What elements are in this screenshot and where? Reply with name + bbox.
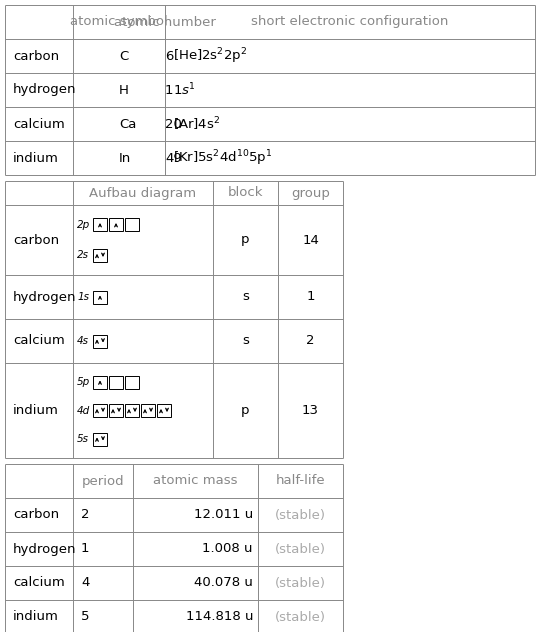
Text: 4s: 4s — [77, 336, 89, 346]
Text: p: p — [241, 404, 250, 417]
Text: 2p: 2p — [77, 219, 91, 229]
Text: $[\rm Ar]4s^{2}$: $[\rm Ar]4s^{2}$ — [173, 115, 220, 133]
Text: 49: 49 — [165, 152, 182, 164]
Bar — [93, 334, 107, 348]
Text: p: p — [241, 233, 250, 246]
Text: half-life: half-life — [276, 475, 325, 487]
Text: carbon: carbon — [13, 233, 59, 246]
Bar — [125, 218, 139, 231]
Text: (stable): (stable) — [275, 576, 326, 590]
Text: 1s: 1s — [77, 292, 89, 302]
Text: indium: indium — [13, 404, 59, 417]
Text: 13: 13 — [302, 404, 319, 417]
Text: 12.011 u: 12.011 u — [193, 509, 253, 521]
Text: hydrogen: hydrogen — [13, 291, 76, 303]
Text: 6: 6 — [165, 49, 173, 63]
Text: 2s: 2s — [77, 250, 89, 260]
Text: block: block — [228, 186, 263, 200]
Text: (stable): (stable) — [275, 611, 326, 624]
Text: 4: 4 — [81, 576, 89, 590]
Bar — [93, 291, 107, 303]
Text: $[\rm Kr]5s^{2}4d^{10}5p^{1}$: $[\rm Kr]5s^{2}4d^{10}5p^{1}$ — [173, 148, 272, 168]
Text: 5p: 5p — [77, 377, 91, 387]
Bar — [93, 375, 107, 389]
Text: s: s — [242, 334, 249, 348]
Text: group: group — [291, 186, 330, 200]
Bar — [125, 404, 139, 417]
Text: short electronic configuration: short electronic configuration — [251, 16, 449, 28]
Bar — [109, 375, 123, 389]
Text: C: C — [119, 49, 128, 63]
Bar — [93, 432, 107, 446]
Text: (stable): (stable) — [275, 542, 326, 556]
Bar — [141, 404, 155, 417]
Text: 20: 20 — [165, 118, 182, 130]
Bar — [125, 375, 139, 389]
Text: atomic symbol: atomic symbol — [70, 16, 168, 28]
Text: 4d: 4d — [77, 406, 91, 415]
Text: hydrogen: hydrogen — [13, 542, 76, 556]
Text: carbon: carbon — [13, 49, 59, 63]
Text: s: s — [242, 291, 249, 303]
Text: In: In — [119, 152, 131, 164]
Text: Aufbau diagram: Aufbau diagram — [89, 186, 197, 200]
Text: 1: 1 — [306, 291, 315, 303]
Bar — [93, 404, 107, 417]
Text: H: H — [119, 83, 129, 97]
Text: 5: 5 — [81, 611, 89, 624]
Bar — [109, 404, 123, 417]
Text: 40.078 u: 40.078 u — [194, 576, 253, 590]
Text: 14: 14 — [302, 233, 319, 246]
Text: atomic number: atomic number — [114, 16, 216, 28]
Text: carbon: carbon — [13, 509, 59, 521]
Text: Ca: Ca — [119, 118, 137, 130]
Text: indium: indium — [13, 611, 59, 624]
Text: 2: 2 — [81, 509, 89, 521]
Text: $1s^{1}$: $1s^{1}$ — [173, 82, 196, 99]
Text: 2: 2 — [306, 334, 315, 348]
Text: 1.008 u: 1.008 u — [203, 542, 253, 556]
Bar — [109, 218, 123, 231]
Text: calcium: calcium — [13, 334, 64, 348]
Text: hydrogen: hydrogen — [13, 83, 76, 97]
Text: (stable): (stable) — [275, 509, 326, 521]
Text: 114.818 u: 114.818 u — [185, 611, 253, 624]
Bar — [157, 404, 171, 417]
Text: 1: 1 — [81, 542, 89, 556]
Text: calcium: calcium — [13, 118, 64, 130]
Text: 5s: 5s — [77, 434, 89, 444]
Text: 1: 1 — [165, 83, 173, 97]
Text: atomic mass: atomic mass — [153, 475, 238, 487]
Text: indium: indium — [13, 152, 59, 164]
Bar — [93, 249, 107, 262]
Text: period: period — [82, 475, 124, 487]
Text: calcium: calcium — [13, 576, 64, 590]
Text: $[\rm He]2s^{2}2p^{2}$: $[\rm He]2s^{2}2p^{2}$ — [173, 46, 247, 66]
Bar — [93, 218, 107, 231]
